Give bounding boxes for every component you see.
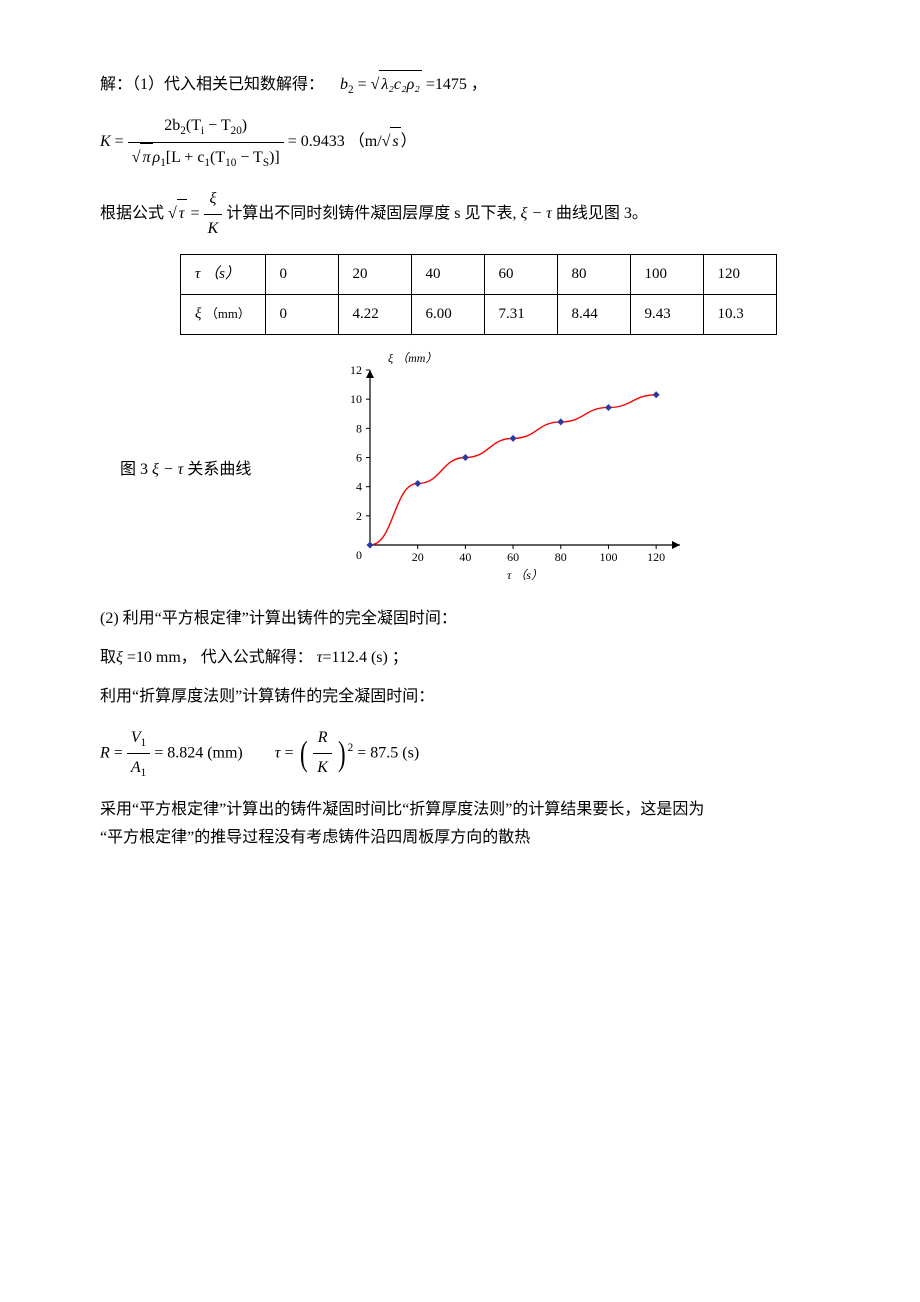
table-cell: 40 bbox=[411, 254, 484, 294]
chart: 0 20 40 60 80 100 120 2 4 6 8 10 12 ξ （mm） τ （s） bbox=[320, 345, 820, 596]
svg-text:20: 20 bbox=[412, 550, 424, 564]
para-6: 利用“折算厚度法则”计算铸件的完全凝固时间： bbox=[100, 683, 820, 712]
table-cell: 7.31 bbox=[484, 294, 557, 334]
sqrt-lambda-c-rho: √λ₂c₂ρ₂ bbox=[371, 70, 422, 100]
table-cell: 9.43 bbox=[630, 294, 703, 334]
table-cell: 0 bbox=[265, 294, 338, 334]
svg-text:10: 10 bbox=[350, 392, 362, 406]
p1-result: =1475 ， bbox=[426, 76, 487, 93]
svg-text:4: 4 bbox=[356, 479, 362, 493]
svg-text:6: 6 bbox=[356, 450, 362, 464]
para-4: (2) 利用“平方根定律”计算出铸件的完全凝固时间： bbox=[100, 605, 820, 634]
table-cell: 6.00 bbox=[411, 294, 484, 334]
chart-row: 图 3 ξ − τ 关系曲线 0 20 40 60 80 100 120 2 4 6 8 10 12 ξ … bbox=[100, 345, 820, 596]
table-cell: 60 bbox=[484, 254, 557, 294]
svg-text:40: 40 bbox=[459, 550, 471, 564]
para-7b: “平方根定律”的推导过程没有考虑铸件沿四周板厚方向的散热 bbox=[100, 824, 820, 853]
eq-R-tau: R = V1 A1 = 8.824 (mm) τ = ( R K )2 = 87… bbox=[100, 724, 820, 784]
k-fraction: 2b2(Ti − T20) √πρ1[L + c1(T10 − TS)] bbox=[128, 112, 284, 173]
svg-text:τ （s）: τ （s） bbox=[507, 568, 543, 582]
eq-sqrt-tau: √τ = ξ K bbox=[168, 205, 226, 222]
table-cell: 10.3 bbox=[703, 294, 776, 334]
p1-prefix: 解：（1）代入相关已知数解得： bbox=[100, 76, 324, 93]
chart-caption: 图 3 ξ − τ 关系曲线 bbox=[100, 456, 320, 485]
table-row: τ （s） 0 20 40 60 80 100 120 bbox=[181, 254, 777, 294]
para-3: 根据公式 √τ = ξ K 计算出不同时刻铸件凝固层厚度 s 见下表, ξ − … bbox=[100, 185, 820, 244]
table-cell: 80 bbox=[557, 254, 630, 294]
eq-K: K = 2b2(Ti − T20) √πρ1[L + c1(T10 − TS)]… bbox=[100, 112, 820, 173]
svg-text:60: 60 bbox=[507, 550, 519, 564]
table-cell: 8.44 bbox=[557, 294, 630, 334]
eq-b2: b2 = √λ₂c₂ρ₂ bbox=[340, 76, 426, 93]
table-cell: 20 bbox=[338, 254, 411, 294]
chart-svg: 0 20 40 60 80 100 120 2 4 6 8 10 12 ξ （mm） τ （s） bbox=[320, 345, 700, 585]
svg-text:100: 100 bbox=[599, 550, 617, 564]
para-5: 取ξ =10 mm， 代入公式解得： τ=112.4 (s) ； bbox=[100, 644, 820, 673]
row2-label: ξ （mm） bbox=[181, 294, 266, 334]
table-cell: 4.22 bbox=[338, 294, 411, 334]
table-cell: 0 bbox=[265, 254, 338, 294]
svg-text:0: 0 bbox=[356, 548, 362, 562]
svg-text:120: 120 bbox=[647, 550, 665, 564]
para-7a: 采用“平方根定律”计算出的铸件凝固时间比“折算厚度法则”的计算结果要长，这是因为 bbox=[100, 796, 820, 825]
table-row: ξ （mm） 0 4.22 6.00 7.31 8.44 9.43 10.3 bbox=[181, 294, 777, 334]
data-table: τ （s） 0 20 40 60 80 100 120 ξ （mm） 0 4.2… bbox=[180, 254, 777, 335]
svg-text:8: 8 bbox=[356, 421, 362, 435]
svg-text:12: 12 bbox=[350, 363, 362, 377]
svg-text:2: 2 bbox=[356, 508, 362, 522]
row1-label: τ （s） bbox=[181, 254, 266, 294]
table-cell: 100 bbox=[630, 254, 703, 294]
svg-text:ξ （mm）: ξ （mm） bbox=[388, 351, 437, 365]
svg-text:80: 80 bbox=[555, 550, 567, 564]
para-1: 解：（1）代入相关已知数解得： b2 = √λ₂c₂ρ₂ =1475 ， bbox=[100, 70, 820, 100]
table-cell: 120 bbox=[703, 254, 776, 294]
